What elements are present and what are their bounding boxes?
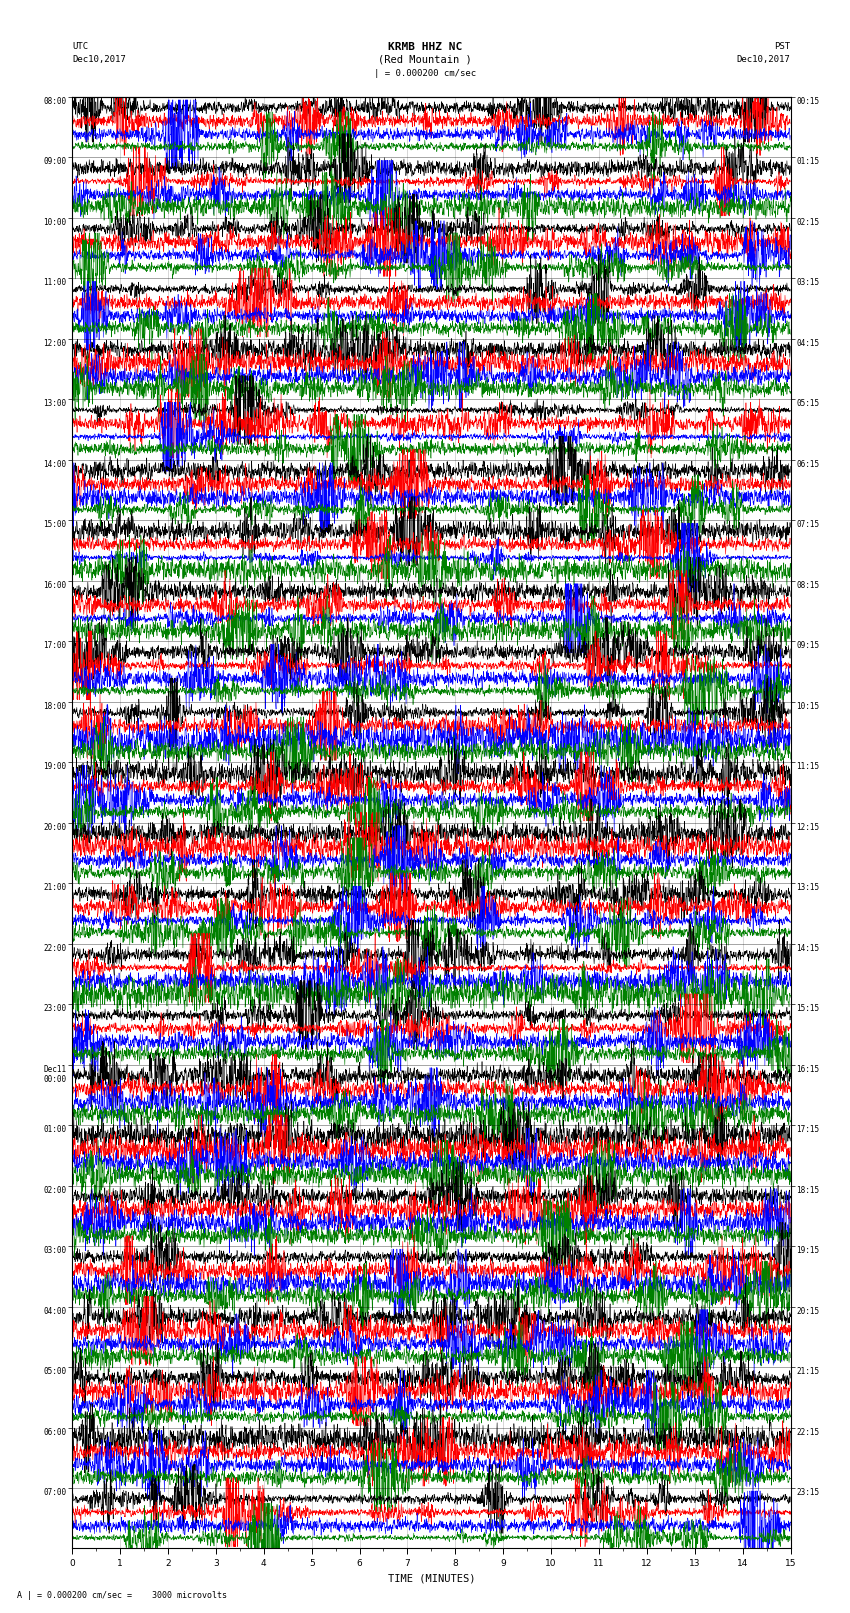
Text: PST: PST xyxy=(774,42,790,52)
Text: A | = 0.000200 cm/sec =    3000 microvolts: A | = 0.000200 cm/sec = 3000 microvolts xyxy=(17,1590,227,1600)
Text: Dec10,2017: Dec10,2017 xyxy=(72,55,126,65)
Text: UTC: UTC xyxy=(72,42,88,52)
Text: | = 0.000200 cm/sec: | = 0.000200 cm/sec xyxy=(374,69,476,79)
Text: KRMB HHZ NC: KRMB HHZ NC xyxy=(388,42,462,52)
Text: Dec10,2017: Dec10,2017 xyxy=(737,55,791,65)
X-axis label: TIME (MINUTES): TIME (MINUTES) xyxy=(388,1573,475,1584)
Text: (Red Mountain ): (Red Mountain ) xyxy=(378,55,472,65)
